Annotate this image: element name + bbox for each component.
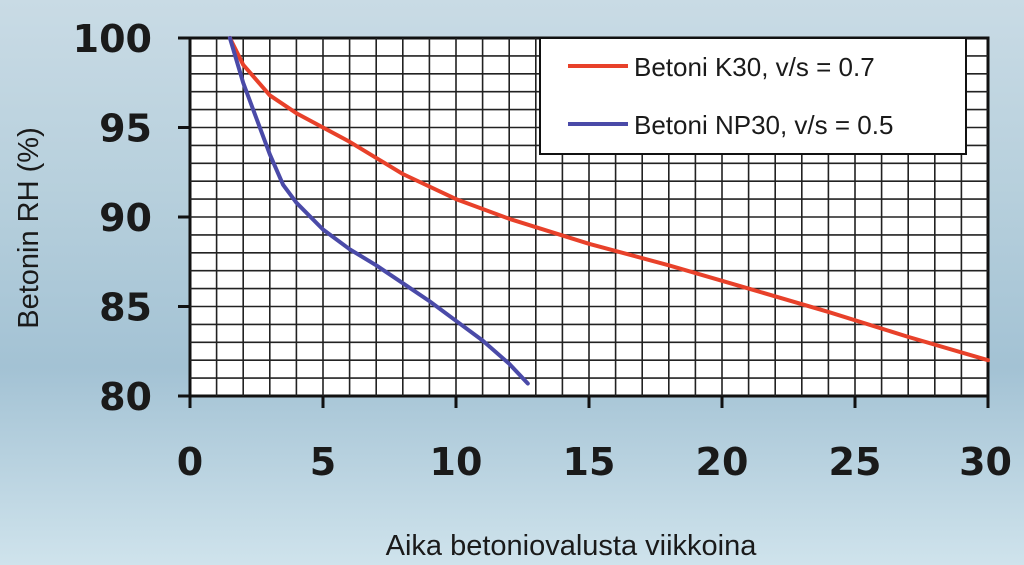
legend-box <box>539 37 967 155</box>
y-tick-label: 80 <box>99 375 152 419</box>
x-axis-label: Aika betoniovalusta viikkoina <box>386 530 758 562</box>
series-layer <box>227 36 990 386</box>
legend-entry-k30: Betoni K30, v/s = 0.7 <box>634 52 875 82</box>
x-tick-label: 20 <box>696 440 749 484</box>
x-tick-label: 30 <box>959 440 1012 484</box>
legend: Betoni K30, v/s = 0.7 Betoni NP30, v/s =… <box>539 37 967 155</box>
x-tick-label: 25 <box>829 440 882 484</box>
y-axis-label: Betonin RH (%) <box>13 127 45 328</box>
legend-entry-np30: Betoni NP30, v/s = 0.5 <box>634 110 893 140</box>
series-line-1 <box>227 36 530 386</box>
y-tick-label: 100 <box>73 17 152 61</box>
x-tick-label: 0 <box>177 440 203 484</box>
y-tick-label: 90 <box>99 196 152 240</box>
x-tick-label: 5 <box>310 440 336 484</box>
y-tick-label: 85 <box>99 286 152 330</box>
x-tick-label: 15 <box>563 440 616 484</box>
x-tick-label: 10 <box>430 440 483 484</box>
x-axis-ticks: 0 5 10 15 20 25 30 <box>177 396 1012 484</box>
y-tick-label: 95 <box>99 107 152 151</box>
y-axis-ticks: 80 85 90 95 100 <box>73 17 190 419</box>
series-line-0 <box>227 36 990 363</box>
